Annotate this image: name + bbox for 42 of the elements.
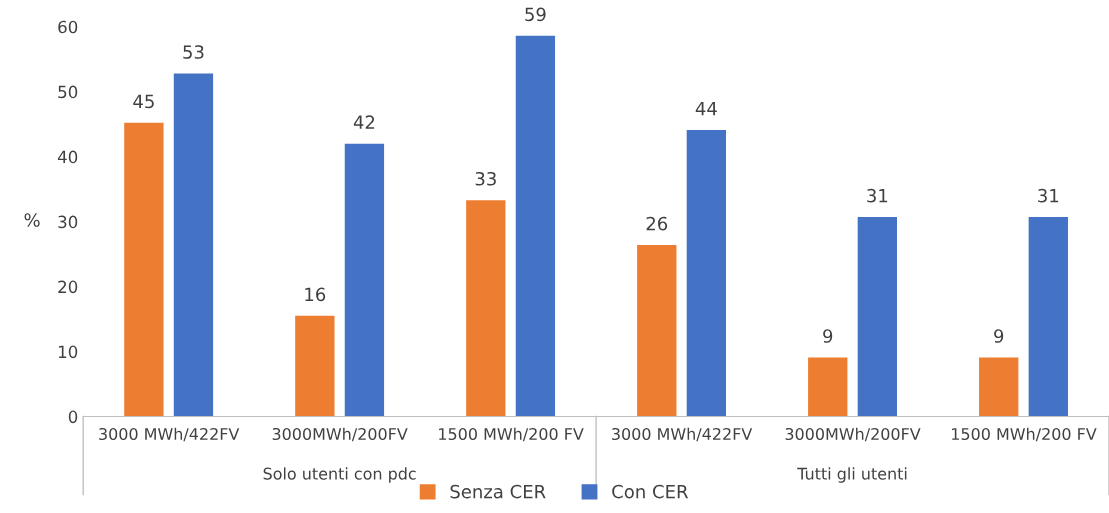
x-tick-label: 3000 MWh/422FV — [99, 427, 240, 442]
bar — [637, 245, 677, 417]
y-tick-label: 40 — [57, 150, 78, 164]
y-tick-label: 60 — [58, 20, 78, 34]
data-label: 45 — [133, 94, 154, 109]
data-label: 33 — [475, 171, 496, 186]
data-label: 42 — [353, 115, 375, 129]
x-tick-label: 1500 MWh/200 FV — [439, 427, 584, 442]
bar — [1028, 217, 1068, 417]
text: Tutti gli utenti — [797, 467, 907, 483]
x-tick-label: 1500 MWh/200 FV — [952, 427, 1097, 442]
bar — [124, 122, 164, 417]
bar — [295, 315, 335, 417]
bar — [979, 357, 1019, 417]
legend-label: Senza CER — [450, 484, 546, 499]
legend-label: Con CER — [612, 484, 689, 499]
bar — [466, 200, 506, 417]
data-label: 16 — [305, 287, 326, 302]
bar — [857, 217, 897, 417]
bar — [686, 129, 727, 417]
data-label: 53 — [183, 45, 204, 59]
data-label: 44 — [695, 101, 717, 116]
y-axis-title: % — [24, 213, 40, 227]
bar — [515, 35, 556, 417]
data-label: 59 — [525, 7, 546, 22]
data-label: 31 — [867, 188, 888, 203]
y-tick-label: 30 — [58, 215, 78, 229]
data-label: 26 — [646, 216, 668, 231]
x-tick-label: 3000MWh/200FV — [272, 427, 408, 442]
x-tick-label: 3000 MWh/422FV — [612, 427, 753, 442]
bar — [344, 143, 385, 417]
data-label: 9 — [994, 329, 1004, 343]
y-tick-label: 50 — [58, 85, 78, 99]
data-label: 31 — [1038, 188, 1059, 203]
y-tick-label: 0 — [68, 410, 78, 424]
text: Solo utenti con pdc — [263, 467, 416, 483]
y-tick-label: 20 — [58, 280, 78, 294]
bar — [173, 73, 214, 417]
x-tick-label: 3000MWh/200FV — [785, 427, 921, 442]
data-label: 9 — [823, 329, 833, 343]
y-tick-label: 10 — [58, 345, 78, 359]
bar — [808, 357, 848, 417]
